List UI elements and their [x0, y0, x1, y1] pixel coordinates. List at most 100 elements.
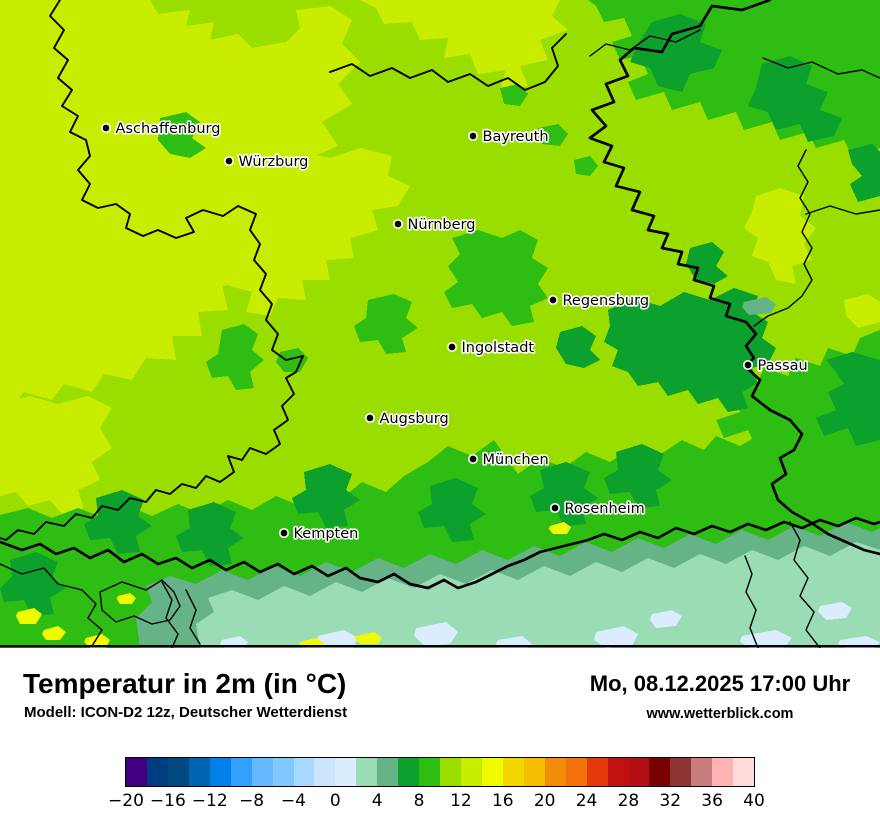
colorbar-cell	[502, 758, 524, 786]
border-line-swiss	[0, 563, 103, 647]
colorbar-cell	[419, 758, 441, 786]
city-layer: Aschaffenburg Würzburg Bayreuth Nürnberg Reg…	[100, 119, 809, 544]
colorbar-tick-label: 28	[617, 791, 640, 811]
city-label: Rosenheim	[565, 501, 645, 517]
city-3: Nürnberg	[392, 215, 477, 235]
city-4: Regensburg	[547, 291, 651, 311]
border-lines	[0, 0, 880, 648]
temp-region	[84, 634, 110, 648]
temp-region	[650, 610, 682, 628]
temp-region	[418, 478, 486, 542]
border-line-northeast	[762, 57, 880, 79]
city-marker-dot	[549, 502, 561, 514]
colorbar-cell	[461, 758, 482, 786]
forecast-datetime: Mo, 08.12.2025 17:00 Uhr	[589, 671, 851, 696]
city-label: Würzburg	[239, 154, 309, 170]
city-2: Bayreuth	[467, 127, 550, 147]
colorbar-tick-label: −16	[149, 791, 186, 811]
temp-region	[196, 542, 880, 648]
city-marker-dot	[223, 155, 235, 167]
colorbar-ticks: −20 −16 −12 −8 −4 0 4 8 12 16 20 24 28 32 36 40	[0, 791, 880, 815]
border-line-czech	[588, 0, 880, 556]
temp-region	[748, 56, 842, 142]
city-label: Nürnberg	[408, 217, 476, 233]
colorbar-cell	[607, 758, 629, 786]
temp-region	[117, 593, 136, 604]
temp-region	[0, 0, 360, 408]
temp-region	[844, 294, 880, 328]
temperature-map: Aschaffenburg Würzburg Bayreuth Nürnberg Reg…	[0, 0, 880, 648]
colorbar-cell	[544, 758, 566, 786]
colorbar-cell	[272, 758, 294, 786]
city-label: Kempten	[294, 526, 359, 542]
city-label: Ingolstadt	[462, 340, 535, 356]
colorbar-cell	[230, 758, 252, 786]
colorbar-tick-label: −4	[280, 791, 306, 811]
temp-region	[630, 14, 722, 92]
temp-region	[200, 148, 410, 316]
city-marker-dot	[742, 359, 754, 371]
colorbar-cell	[670, 758, 692, 786]
colorbar-cell	[586, 758, 608, 786]
colorbar-tick-label: 8	[413, 791, 425, 811]
city-marker-dot	[364, 412, 376, 424]
city-1: Würzburg	[223, 152, 310, 172]
colorbar-tick-label: 20	[533, 791, 556, 811]
city-label: Aschaffenburg	[116, 121, 221, 137]
colorbar-tick-label: 0	[329, 791, 341, 811]
temp-region	[316, 630, 358, 648]
city-label: Augsburg	[380, 411, 449, 427]
colorbar-tick-label: 12	[450, 791, 472, 811]
temp-region	[206, 324, 264, 390]
city-5: Ingolstadt	[446, 338, 536, 358]
border-line-bavaria-north	[329, 33, 567, 91]
city-label: Bayreuth	[483, 129, 549, 145]
colorbar-tick-label: 4	[371, 791, 383, 811]
temp-region	[292, 464, 360, 528]
border-line-czech-austria-east	[805, 205, 880, 215]
colorbar-cell	[481, 758, 503, 786]
city-marker-dot	[446, 341, 458, 353]
colorbar-cell	[691, 758, 713, 786]
temp-region	[176, 502, 244, 566]
temp-region	[500, 84, 528, 106]
city-6: Passau	[742, 356, 809, 376]
border-line-austria	[0, 516, 880, 590]
temp-regions-mint	[196, 542, 880, 648]
page-title: Temperatur in 2m (in °C)	[23, 668, 347, 699]
border-line-czech-austria	[753, 149, 813, 327]
colorbar-cell	[209, 758, 231, 786]
temp-region	[816, 352, 880, 446]
city-9: Rosenheim	[549, 499, 646, 519]
website-url: www.wetterblick.com	[646, 706, 794, 722]
temp-region	[574, 156, 598, 176]
colorbar-tick-label: −12	[191, 791, 228, 811]
temp-region	[530, 462, 598, 526]
colorbar-cell	[188, 758, 210, 786]
city-marker-dot	[547, 294, 559, 306]
map-frame-bottom	[0, 645, 880, 648]
border-line-saxony	[589, 29, 701, 57]
city-label: Regensburg	[563, 293, 650, 309]
colorbar-cell	[712, 758, 734, 786]
city-8: München	[467, 450, 550, 470]
colorbar-cell	[565, 758, 587, 786]
colorbar-tick-label: 24	[575, 791, 598, 811]
colorbar-cell	[167, 758, 189, 786]
temp-region	[744, 188, 816, 284]
city-label: Passau	[758, 358, 808, 374]
colorbar-cell	[628, 758, 650, 786]
colorbar-cell	[398, 758, 420, 786]
colorbar-cell	[523, 758, 545, 786]
colorbar-cell	[314, 758, 336, 786]
city-marker-dot	[278, 527, 290, 539]
colorbar-tick-label: 32	[659, 791, 682, 811]
temp-region	[556, 326, 600, 368]
border-line-vorarlberg	[99, 579, 181, 625]
colorbar	[125, 757, 755, 787]
temp-region	[0, 396, 112, 514]
colorbar-tick-label: 36	[701, 791, 723, 811]
model-info: Modell: ICON-D2 12z, Deutscher Wetterdie…	[24, 704, 348, 721]
temp-region	[818, 602, 852, 620]
city-10: Kempten	[278, 524, 360, 544]
